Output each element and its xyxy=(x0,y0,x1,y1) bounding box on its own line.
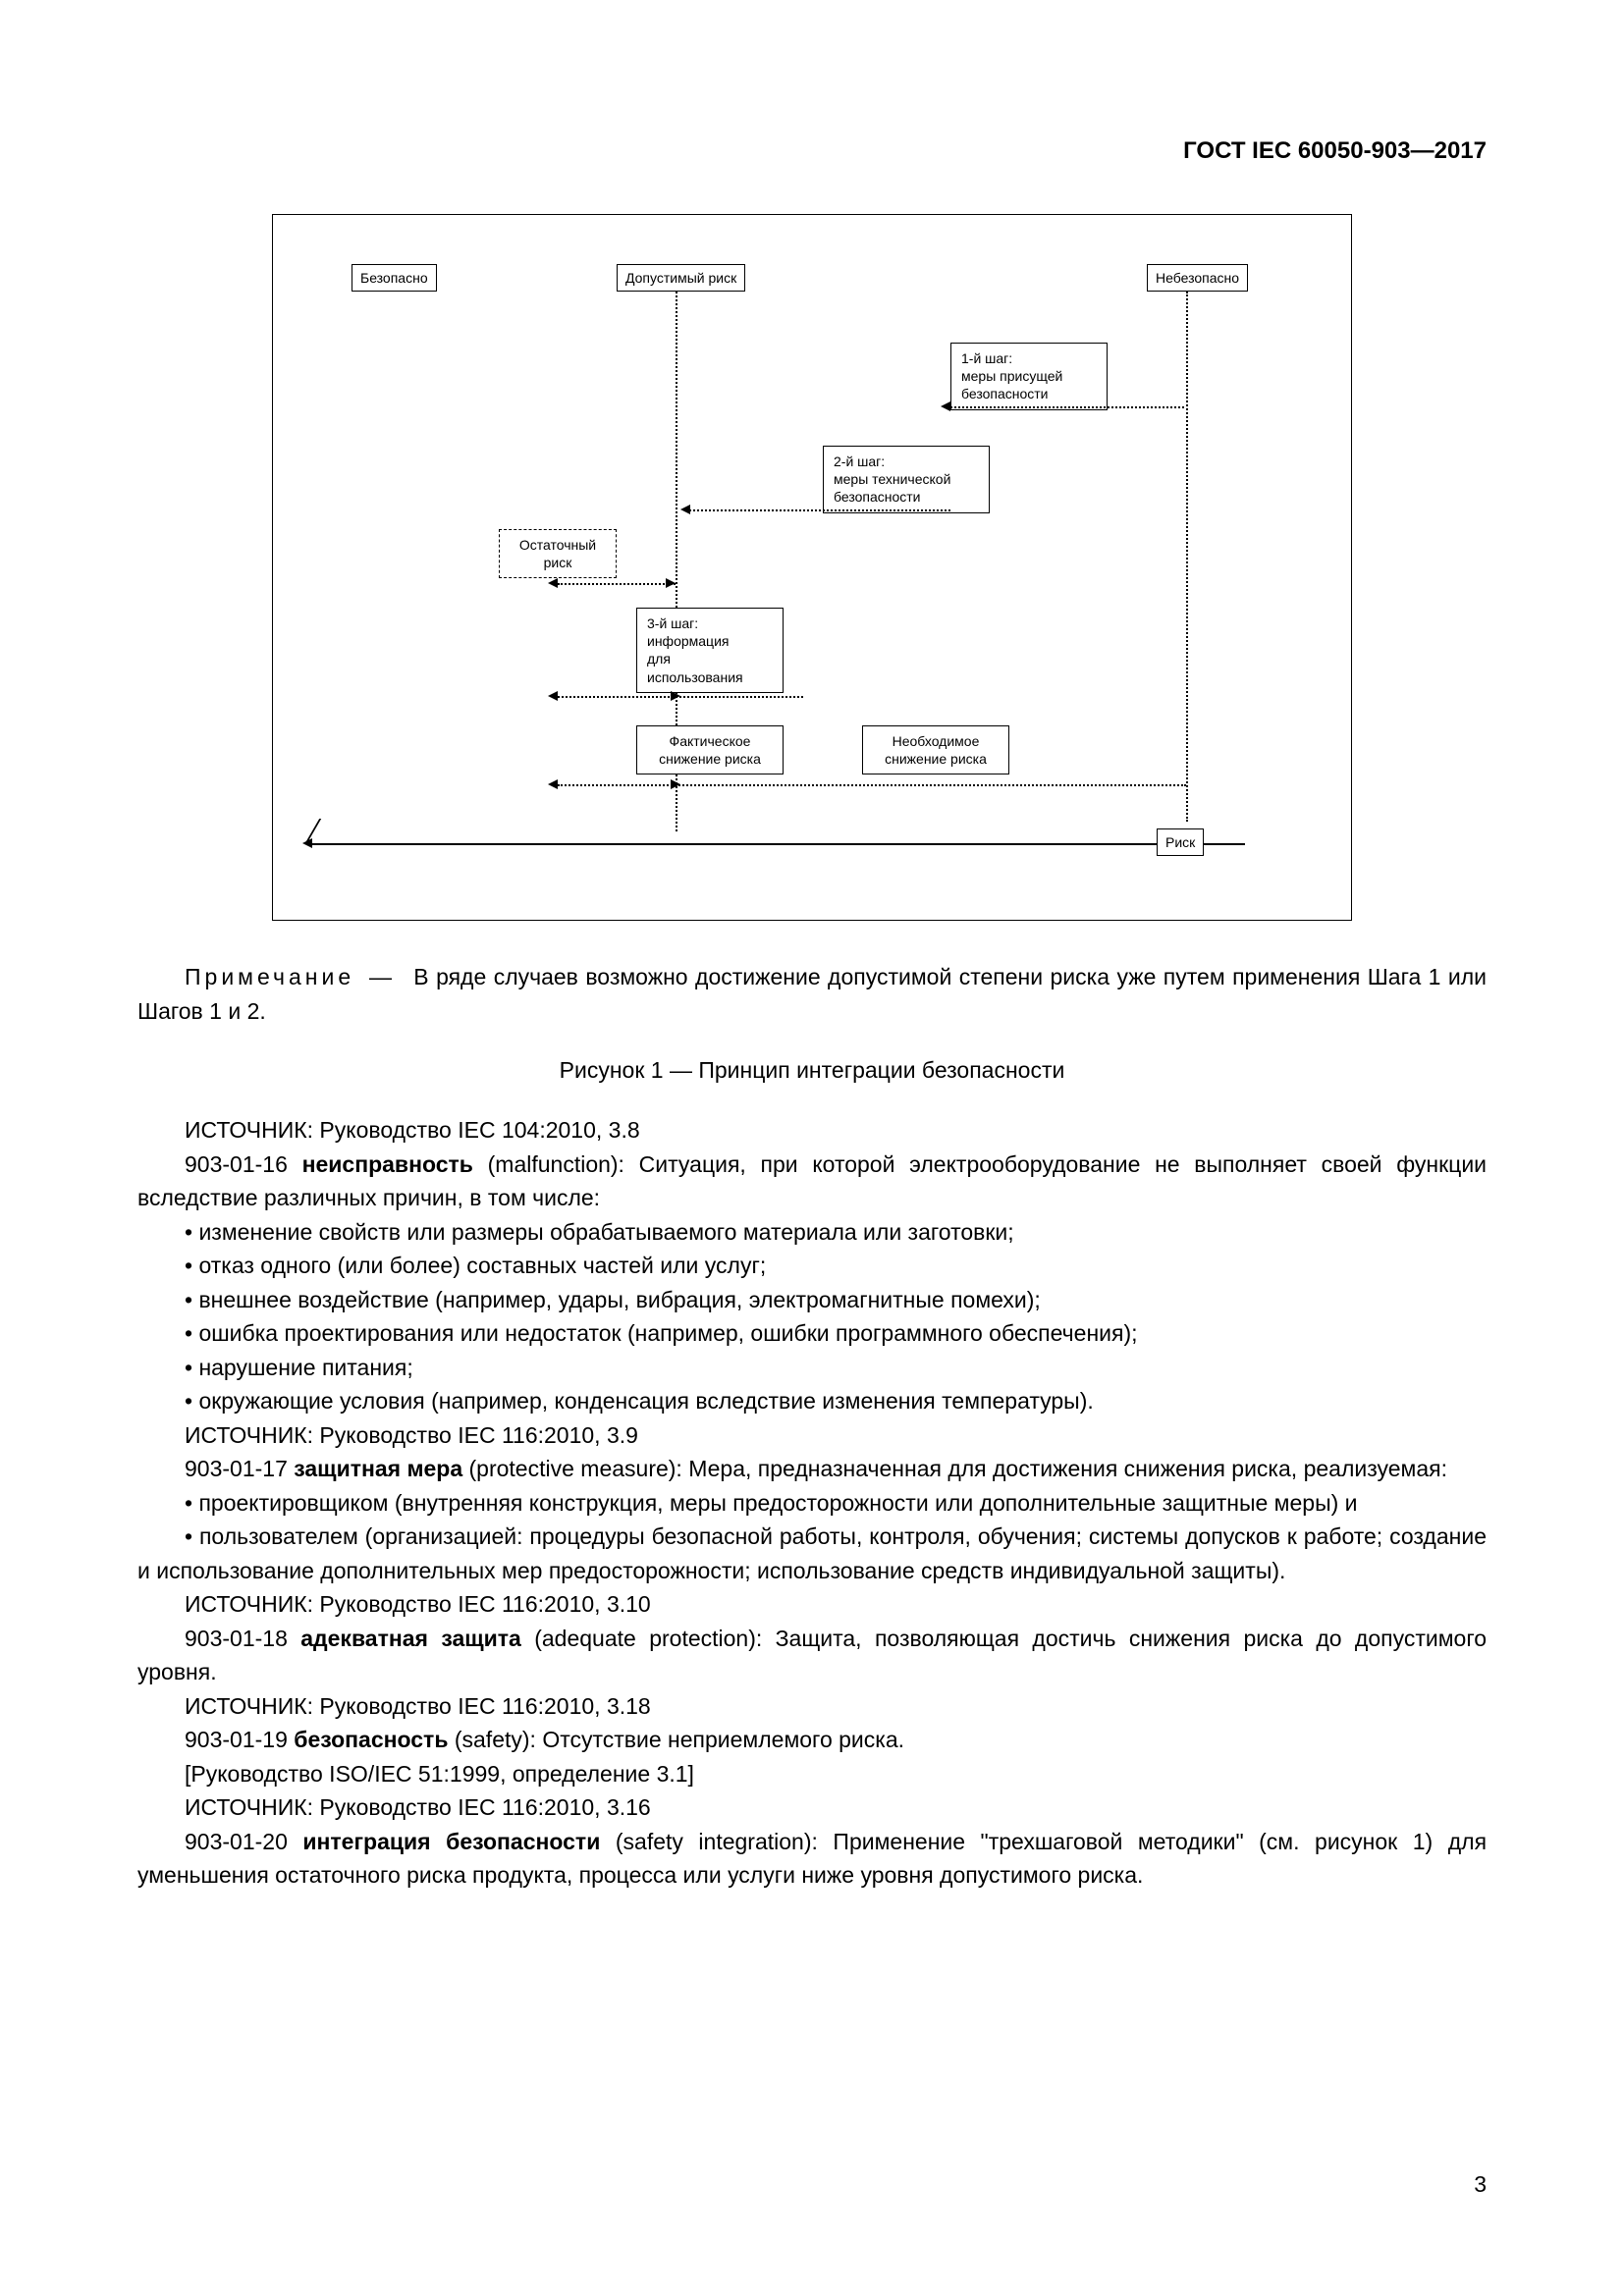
step2-l3: безопасности xyxy=(834,488,979,506)
def16-source: ИСТОЧНИК: Руководство IEC 116:2010, 3.9 xyxy=(137,1418,1487,1453)
def16-b5: • нарушение питания; xyxy=(137,1351,1487,1385)
step2-l1: 2-й шаг: xyxy=(834,453,979,470)
def18-num: 903-01-18 xyxy=(185,1626,288,1651)
definition-17: 903-01-17 защитная мера (protective meas… xyxy=(137,1452,1487,1486)
actual-l2: снижение риска xyxy=(647,750,773,768)
step3-l2: информация xyxy=(647,632,773,650)
def17-paren: (protective measure): xyxy=(469,1456,682,1481)
def16-b6: • окружающие условия (например, конденса… xyxy=(137,1384,1487,1418)
step1-l2: меры присущей xyxy=(961,367,1097,385)
box-necessary-reduction: Необходимое снижение риска xyxy=(862,725,1009,774)
def20-paren: (safety integration): xyxy=(616,1829,818,1854)
box-step2: 2-й шаг: меры технической безопасности xyxy=(823,446,990,513)
document-header: ГОСТ IEС 60050-903—2017 xyxy=(137,137,1487,165)
definition-20: 903-01-20 интеграция безопасности (safet… xyxy=(137,1825,1487,1893)
arrowhead-step3-r xyxy=(671,691,680,701)
residual-l2: риск xyxy=(510,554,606,571)
risk-axis-line xyxy=(312,843,1245,845)
def19-term: безопасность xyxy=(294,1727,448,1752)
arrow-residual xyxy=(558,583,676,585)
actual-l1: Фактическое xyxy=(647,732,773,750)
def16-b4: • ошибка проектирования или недостаток (… xyxy=(137,1316,1487,1351)
arrow-step3 xyxy=(558,696,803,698)
arrowhead-residual-l xyxy=(548,578,558,588)
necessary-l2: снижение риска xyxy=(873,750,999,768)
arrowhead-bottom-l xyxy=(548,779,558,789)
step3-l3: для xyxy=(647,650,773,667)
def16-num: 903-01-16 xyxy=(185,1151,288,1177)
step1-l1: 1-й шаг: xyxy=(961,349,1097,367)
source-104: ИСТОЧНИК: Руководство IEC 104:2010, 3.8 xyxy=(137,1113,1487,1148)
figure-caption: Рисунок 1 — Принцип интеграции безопасно… xyxy=(137,1057,1487,1084)
arrowhead-step3-l xyxy=(548,691,558,701)
step1-l3: безопасности xyxy=(961,385,1097,402)
safety-integration-diagram: Безопасно Допустимый риск Небезопасно 1-… xyxy=(272,214,1352,921)
risk-tail xyxy=(305,819,321,843)
arrowhead-bottom-r xyxy=(671,779,680,789)
def20-num: 903-01-20 xyxy=(185,1829,288,1854)
def18-term: адекватная защита xyxy=(300,1626,521,1651)
arrow-bottom xyxy=(558,784,1186,786)
note-paragraph: Примечание — В ряде случаев возможно дос… xyxy=(137,960,1487,1028)
definition-16: 903-01-16 неисправность (malfunction): С… xyxy=(137,1148,1487,1215)
residual-l1: Остаточный xyxy=(510,536,606,554)
arrowhead-step2 xyxy=(680,505,690,514)
necessary-l1: Необходимое xyxy=(873,732,999,750)
step2-l2: меры технической xyxy=(834,470,979,488)
def19-source: ИСТОЧНИК: Руководство IEC 116:2010, 3.16 xyxy=(137,1790,1487,1825)
def16-b1: • изменение свойств или размеры обрабаты… xyxy=(137,1215,1487,1250)
step3-l4: использования xyxy=(647,668,773,686)
def17-b1: • проектировщиком (внутренняя конструкци… xyxy=(137,1486,1487,1521)
def16-b2: • отказ одного (или более) составных час… xyxy=(137,1249,1487,1283)
box-step1: 1-й шаг: меры присущей безопасности xyxy=(950,343,1108,410)
box-actual-reduction: Фактическое снижение риска xyxy=(636,725,784,774)
vline-unsafe xyxy=(1186,292,1188,822)
def17-num: 903-01-17 xyxy=(185,1456,288,1481)
def19-text: Отсутствие неприемлемого риска. xyxy=(542,1727,904,1752)
arrow-step1 xyxy=(950,406,1184,408)
box-tolerable-risk: Допустимый риск xyxy=(617,264,745,292)
def17-text: Мера, предназначенная для достижения сни… xyxy=(688,1456,1447,1481)
note-label: Примечание xyxy=(185,964,354,989)
box-risk-label: Риск xyxy=(1157,828,1204,856)
def16-term: неисправность xyxy=(302,1151,473,1177)
box-unsafe: Небезопасно xyxy=(1147,264,1248,292)
def17-b2: • пользователем (организацией: процедуры… xyxy=(137,1520,1487,1587)
note-dash: — xyxy=(369,964,392,989)
definition-18: 903-01-18 адекватная защита (adequate pr… xyxy=(137,1622,1487,1689)
def19-num: 903-01-19 xyxy=(185,1727,288,1752)
arrow-step2 xyxy=(685,509,950,511)
arrowhead-residual-r xyxy=(666,578,676,588)
definition-19: 903-01-19 безопасность (safety): Отсутст… xyxy=(137,1723,1487,1757)
def17-term: защитная мера xyxy=(294,1456,462,1481)
box-safe: Безопасно xyxy=(352,264,437,292)
def19-paren: (safety): xyxy=(455,1727,536,1752)
def19-ref: [Руководство ISO/IEC 51:1999, определени… xyxy=(137,1757,1487,1791)
step3-l1: 3-й шаг: xyxy=(647,614,773,632)
box-step3: 3-й шаг: информация для использования xyxy=(636,608,784,693)
def18-paren: (adequate protection): xyxy=(534,1626,762,1651)
def20-term: интеграция безопасности xyxy=(302,1829,600,1854)
box-residual-risk: Остаточный риск xyxy=(499,529,617,578)
def16-paren: (malfunction): xyxy=(488,1151,624,1177)
def16-b3: • внешнее воздействие (например, удары, … xyxy=(137,1283,1487,1317)
arrowhead-step1 xyxy=(941,401,950,411)
def17-source: ИСТОЧНИК: Руководство IEC 116:2010, 3.10 xyxy=(137,1587,1487,1622)
page-number: 3 xyxy=(1474,2171,1487,2198)
def18-source: ИСТОЧНИК: Руководство IEC 116:2010, 3.18 xyxy=(137,1689,1487,1724)
